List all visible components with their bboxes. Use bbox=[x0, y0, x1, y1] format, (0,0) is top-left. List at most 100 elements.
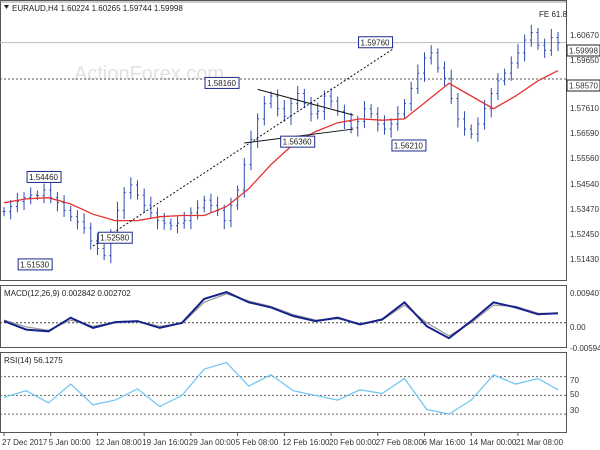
price-bar bbox=[416, 64, 420, 94]
rsi-panel-frame bbox=[0, 352, 567, 433]
price-bar bbox=[249, 130, 253, 171]
price-annotation-label: 1.51530 bbox=[20, 260, 49, 269]
price-bar bbox=[409, 81, 413, 112]
price-bar bbox=[549, 28, 553, 56]
price-bar bbox=[15, 192, 19, 213]
price-bar bbox=[509, 56, 513, 81]
price-bar bbox=[129, 177, 133, 200]
price-tick-label: 1.52450 bbox=[570, 230, 599, 239]
rsi-y-axis: 70 50 30 bbox=[570, 376, 579, 415]
price-bar bbox=[9, 199, 13, 220]
macd-title: MACD(12,26,9) 0.002842 0.002702 bbox=[4, 289, 131, 298]
price-bar bbox=[476, 117, 480, 142]
price-bar bbox=[256, 113, 260, 148]
level-price-tag: 1.58570 bbox=[566, 79, 600, 92]
price-annotation-label: 1.56210 bbox=[394, 141, 423, 150]
price-bar bbox=[49, 181, 53, 204]
price-bar bbox=[209, 193, 213, 213]
fe-61-8-label: FE 61.8 bbox=[539, 10, 568, 19]
current-price-tag-text: 1.59998 bbox=[569, 47, 598, 56]
price-bar bbox=[22, 192, 26, 211]
price-bar bbox=[69, 205, 73, 222]
price-bar bbox=[456, 92, 460, 128]
price-annotation-label: 1.52580 bbox=[100, 234, 129, 243]
price-annotation: 1.51530 bbox=[17, 258, 53, 271]
time-tick-label: 12 Jan 08:00 bbox=[95, 438, 142, 447]
price-bar bbox=[529, 24, 533, 47]
price-tick-label: 1.57610 bbox=[570, 104, 599, 113]
price-bar bbox=[55, 192, 59, 212]
price-bar bbox=[382, 115, 386, 135]
price-bar bbox=[349, 112, 353, 134]
price-bar bbox=[29, 187, 33, 205]
time-tick-label: 27 Feb 08:00 bbox=[376, 438, 424, 447]
price-annotation-box bbox=[280, 135, 316, 148]
price-tick-label: 1.54540 bbox=[570, 180, 599, 189]
price-bar bbox=[449, 69, 453, 105]
price-annotation-label: 1.54460 bbox=[29, 173, 58, 182]
macd-main-line bbox=[3, 291, 559, 340]
price-bar bbox=[196, 200, 200, 220]
rsi-title: RSI(14) 56.1275 bbox=[4, 356, 63, 365]
macd-y-axis: 0.009407 0.00 -0.00594 bbox=[570, 289, 600, 353]
price-bar bbox=[122, 187, 126, 220]
price-panel-frame bbox=[0, 0, 567, 281]
price-bar bbox=[429, 45, 433, 65]
price-bar bbox=[389, 118, 393, 138]
price-annotation-box bbox=[17, 258, 53, 271]
level-price-tag-box bbox=[566, 79, 600, 92]
current-price-tag-box bbox=[566, 44, 600, 57]
price-bar bbox=[269, 91, 273, 109]
price-tick-label: 1.51430 bbox=[570, 255, 599, 264]
price-annotation-box bbox=[97, 231, 133, 244]
price-bar bbox=[329, 88, 333, 108]
price-annotation: 1.58160 bbox=[204, 76, 240, 89]
time-tick-label: 14 Mar 00:00 bbox=[469, 438, 517, 447]
time-tick-label: 29 Jan 00:00 bbox=[189, 438, 236, 447]
price-bar bbox=[89, 222, 93, 250]
price-bar bbox=[162, 212, 166, 230]
time-tick-label: 12 Feb 16:00 bbox=[282, 438, 330, 447]
price-bar bbox=[75, 210, 79, 230]
price-bar bbox=[496, 73, 500, 101]
time-tick-label: 5 Jan 00:00 bbox=[49, 438, 91, 447]
macd-tick-label: 0.00 bbox=[570, 323, 586, 332]
price-bar bbox=[189, 207, 193, 230]
price-annotation-box bbox=[204, 76, 240, 89]
price-bar bbox=[362, 101, 366, 129]
price-bar bbox=[369, 104, 373, 119]
price-bar bbox=[503, 68, 507, 86]
price-annotation: 1.54460 bbox=[26, 170, 62, 183]
price-bar bbox=[242, 158, 246, 198]
price-bar bbox=[296, 85, 300, 111]
macd-tick-label: -0.00594 bbox=[570, 344, 600, 353]
symbol-ohlc-label: EURAUD,H4 1.60224 1.60265 1.59744 1.5999… bbox=[12, 4, 183, 13]
price-bar bbox=[543, 38, 547, 58]
price-bar bbox=[2, 207, 6, 217]
triangle-upper-line bbox=[257, 88, 354, 116]
price-bar bbox=[302, 88, 306, 109]
time-tick-label: 19 Jan 16:00 bbox=[142, 438, 189, 447]
price-bar bbox=[396, 106, 400, 131]
price-plot: 1.54460 1.51530 1.52580 1.58160 1.56360 1.597… bbox=[0, 1, 566, 271]
price-bar bbox=[469, 124, 473, 139]
macd-tick-label: 0.009407 bbox=[570, 289, 600, 298]
price-annotation: 1.59760 bbox=[358, 36, 394, 49]
price-bar bbox=[222, 204, 226, 230]
price-bar bbox=[62, 195, 66, 217]
rsi-tick-label: 70 bbox=[570, 376, 579, 385]
price-bar bbox=[516, 44, 520, 69]
price-bar bbox=[42, 183, 46, 204]
price-bar bbox=[523, 34, 527, 62]
time-tick-label: 20 Feb 00:00 bbox=[329, 438, 377, 447]
price-bar bbox=[202, 195, 206, 213]
macd-plot bbox=[0, 291, 566, 340]
time-tick-label: 5 Feb 08:00 bbox=[236, 438, 279, 447]
price-bar bbox=[443, 61, 447, 86]
price-bar bbox=[276, 89, 280, 117]
current-price-tag: 1.59998 bbox=[566, 44, 600, 57]
price-bar bbox=[82, 213, 86, 234]
price-bar bbox=[282, 100, 286, 122]
price-annotation-label: 1.56360 bbox=[283, 138, 312, 147]
